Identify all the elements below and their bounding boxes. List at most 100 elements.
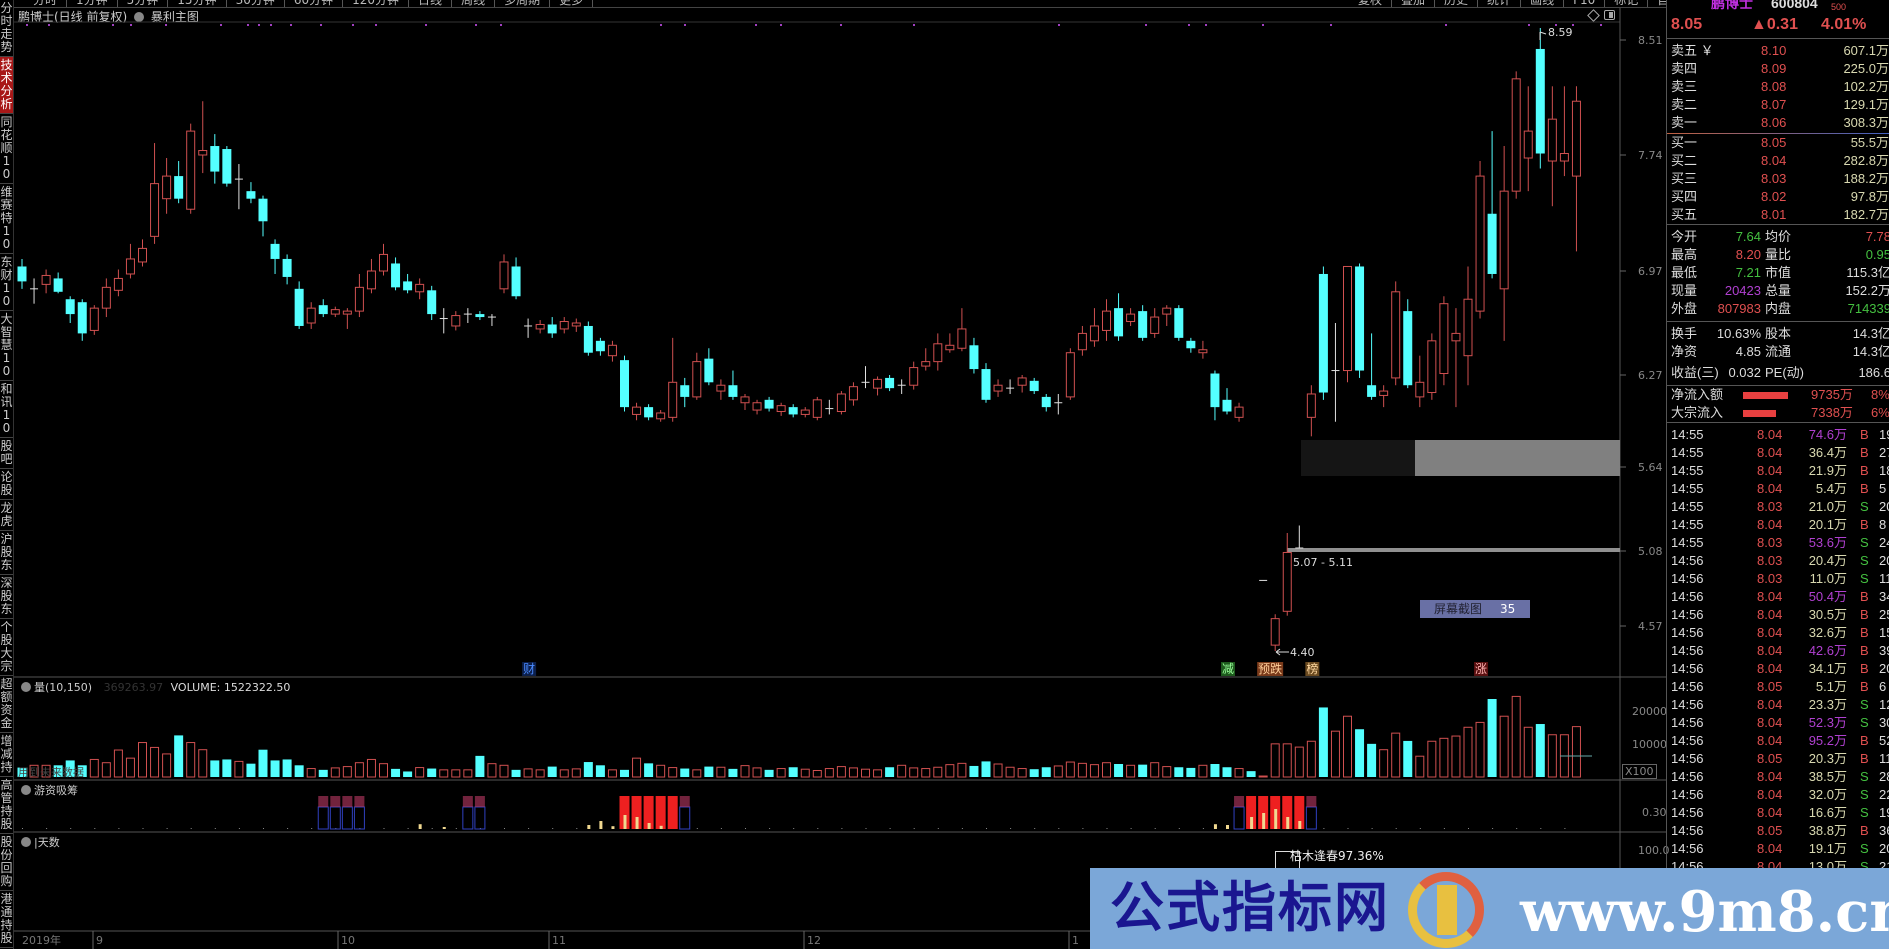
toolbar-menu-item[interactable]: 分时	[24, 0, 68, 7]
toolbar-menu-item[interactable]: 画线	[1521, 0, 1565, 7]
sidebar-item[interactable]: 股吧	[0, 438, 13, 469]
volume-bar	[909, 767, 919, 778]
candle	[1065, 348, 1075, 400]
candle	[1041, 393, 1051, 412]
sidebar-item[interactable]: 维赛特10	[0, 184, 13, 254]
volume-bar	[800, 768, 810, 778]
sidebar-item[interactable]: 东财10	[0, 254, 13, 311]
candle-body	[1029, 380, 1039, 392]
price-change-pct: 4.01%	[1821, 16, 1867, 33]
toolbar-menu-item[interactable]: 周线	[452, 0, 496, 7]
sidebar-item[interactable]: 深股东	[0, 575, 13, 619]
candle-body	[1318, 273, 1328, 393]
toolbar-menu-item[interactable]: 60分钟	[285, 0, 344, 7]
sidebar-item[interactable]: 论股	[0, 469, 13, 500]
candle	[379, 243, 388, 276]
tick-volume: 19.1万	[1808, 841, 1847, 856]
stat-label: 量比	[1765, 247, 1792, 262]
bid-row: 买一 8.05 55.5万	[1671, 134, 1889, 152]
candle	[1318, 266, 1328, 400]
toolbar-menu-item[interactable]: 自选	[1648, 0, 1666, 7]
indicator-title: 游资吸筹	[34, 784, 78, 797]
volume-bar	[1306, 740, 1316, 778]
toolbar-menu-item[interactable]: 多周期	[495, 0, 551, 7]
toolbar-menu-item[interactable]: 统计	[1478, 0, 1522, 7]
dropdown-circle-icon[interactable]	[21, 682, 31, 692]
panel-toggle-icon[interactable]	[1604, 10, 1615, 20]
toolbar-menu-item[interactable]: F10	[1564, 0, 1606, 7]
candle	[463, 308, 472, 323]
toolbar-menu-item[interactable]: 标记	[1605, 0, 1649, 7]
sidebar-item[interactable]: 增减持	[0, 733, 13, 777]
sidebar-item[interactable]: 超额资金	[0, 676, 13, 733]
sidebar-item[interactable]: 技术分析	[0, 57, 13, 114]
volume-bar	[812, 770, 822, 778]
toolbar-menu-item[interactable]: 更多	[550, 0, 594, 7]
tick-row: 14:55 8.03 53.6万 S 24	[1671, 534, 1889, 552]
volume-bar	[65, 760, 75, 777]
toolbar-menu-item[interactable]: 120分钟	[343, 0, 410, 7]
signal-dot	[913, 24, 915, 26]
kline-chart[interactable]: 8.51 7.74 6.97 6.27 5.64 5.08 4.57 8.59 4.40 5.07…	[0, 0, 1666, 949]
dropdown-circle-icon[interactable]	[21, 785, 31, 795]
volume-ma-value: 369263.97	[103, 681, 164, 694]
candle-body	[559, 321, 569, 330]
bid-volume: 282.8万	[1843, 153, 1889, 168]
indicator-name[interactable]: 暴利主图	[150, 10, 199, 24]
ask-label: 卖二	[1671, 97, 1698, 112]
volume-bar	[1318, 707, 1328, 777]
candle	[1499, 146, 1509, 341]
sidebar: 分时走势 技术分析 同花顺10 维赛特10 东财10 大智慧10 和讯10 股吧 论股 龙虎 沪股东…	[0, 0, 14, 949]
ask-volume: 308.3万	[1843, 115, 1889, 130]
toolbar-menu-item[interactable]: 历史	[1435, 0, 1479, 7]
tooltip-text: 屏幕截图	[1434, 602, 1483, 616]
volume-bar	[1403, 740, 1413, 777]
high-price-label: 8.59	[1548, 26, 1573, 39]
signal-dot	[1330, 24, 1332, 26]
sidebar-item[interactable]: 沪股东	[0, 531, 13, 575]
toolbar-menu-item[interactable]: 复权	[1349, 0, 1393, 7]
sidebar-item[interactable]: 同花顺10	[0, 114, 13, 184]
stock-header: 鹏博士 600804 500	[1671, 0, 1889, 12]
volume-tick-10000: 10000	[1632, 738, 1667, 751]
sidebar-item[interactable]: 股份回购	[0, 834, 13, 891]
sidebar-item[interactable]: 个股大宗	[0, 619, 13, 676]
sidebar-item[interactable]: 大智慧10	[0, 311, 13, 381]
tick-row: 14:56 8.04 23.3万 S 12	[1671, 696, 1889, 714]
sidebar-item[interactable]: 港通持股	[0, 891, 13, 948]
stat-value: 186.6	[1858, 365, 1889, 380]
volume-bar	[921, 768, 931, 778]
sidebar-item[interactable]: 高管持股	[0, 777, 13, 834]
volume-bar	[318, 769, 328, 777]
dropdown-circle-icon[interactable]	[134, 12, 145, 22]
stat-value: 0.032	[1728, 365, 1761, 380]
tick-side: B	[1860, 643, 1869, 658]
sidebar-item[interactable]: 分时走势	[0, 0, 13, 57]
dropdown-circle-icon[interactable]	[21, 837, 31, 847]
candle-body	[740, 396, 750, 404]
toolbar-menu-item[interactable]: 30分钟	[227, 0, 285, 7]
toolbar-menu-item[interactable]: 5分钟	[118, 0, 169, 7]
sidebar-item[interactable]: 龙虎	[0, 500, 13, 531]
candle	[210, 134, 220, 184]
candle-body	[848, 386, 858, 401]
tick-price: 8.05	[1757, 751, 1783, 766]
tick-side: B	[1860, 733, 1869, 748]
candle	[524, 318, 533, 338]
volume-bar	[29, 764, 39, 778]
toolbar-menu-item[interactable]: 日线	[409, 0, 453, 7]
tick-side: S	[1860, 769, 1869, 784]
toolbar-menu-item[interactable]: 叠加	[1392, 0, 1436, 7]
marker-label: 涨	[1475, 661, 1487, 676]
stat-row: 今开 7.64 均价 7.78	[1671, 228, 1889, 246]
toolbar-menu-item[interactable]: 15分钟	[168, 0, 227, 7]
candle	[1367, 333, 1377, 400]
marker-label: 减	[1222, 662, 1234, 676]
tick-time: 14:56	[1671, 787, 1704, 802]
candle	[1451, 308, 1461, 408]
candle-body	[692, 361, 702, 398]
volume-bar	[1451, 735, 1461, 778]
red-signal-bar	[1246, 796, 1257, 829]
sidebar-item[interactable]: 和讯10	[0, 381, 13, 438]
toolbar-menu-item[interactable]: 1分钟	[67, 0, 118, 7]
